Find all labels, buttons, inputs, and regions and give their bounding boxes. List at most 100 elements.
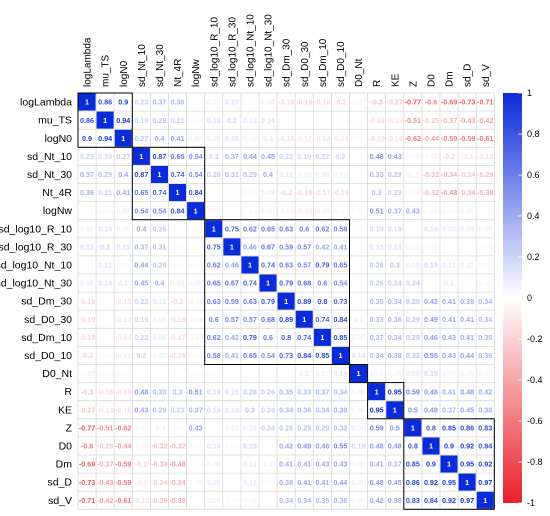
cell-value: 0.05 xyxy=(116,261,130,270)
cell-value: 0.19 xyxy=(207,387,221,396)
cell-value: -0.2 xyxy=(334,98,346,107)
cell-value: 0.11 xyxy=(243,460,257,469)
cell-value: 0.41 xyxy=(297,478,311,487)
cell-value: 0.19 xyxy=(352,442,366,451)
cell-value: 0.14 xyxy=(207,442,221,451)
cell-value: 0.54 xyxy=(152,206,166,215)
diagonal-cell xyxy=(295,310,313,328)
column-label: logN0 xyxy=(119,60,130,87)
cell-value: -0.73 xyxy=(79,478,95,487)
cell-value: 1 xyxy=(447,460,451,469)
cell-value: 0.9 xyxy=(426,460,436,469)
cell-value: 1 xyxy=(139,152,143,161)
cell-value: -0.13 xyxy=(97,405,113,414)
cell-value: 0.08 xyxy=(442,224,456,233)
cell-value: 0.38 xyxy=(478,405,492,414)
cell-value: -0.62 xyxy=(405,134,421,143)
cell-value: 0.28 xyxy=(243,387,257,396)
cell-value: 0.2 xyxy=(209,152,219,161)
cell-value: 0.33 xyxy=(370,170,384,179)
column-label: sd_Dm_30 xyxy=(282,38,293,87)
colorbar-tick-label: -0.8 xyxy=(527,457,543,467)
cell-value: 0.6 xyxy=(263,333,273,342)
cell-value: 0.12 xyxy=(243,116,257,125)
cell-value: 0.86 xyxy=(406,478,420,487)
cell-value: 0.04 xyxy=(171,261,185,270)
cell-value: 0.43 xyxy=(315,460,329,469)
cell-value: -0.29 xyxy=(477,170,493,179)
cell-value: -0.44 xyxy=(115,442,131,451)
cell-value: -0.3 xyxy=(370,98,382,107)
cell-value: 0.38 xyxy=(279,478,293,487)
cell-value: -0.16 xyxy=(368,116,384,125)
cell-value: 0.11 xyxy=(460,261,474,270)
cell-value: 0.07 xyxy=(152,351,166,360)
cell-value: 0.95 xyxy=(370,405,384,414)
cell-value: 0.08 xyxy=(207,134,221,143)
cell-value: 0.79 xyxy=(261,297,275,306)
cell-value: 0.41 xyxy=(279,460,293,469)
cell-value: 0.11 xyxy=(279,170,293,179)
cell-value: 0.05 xyxy=(189,478,203,487)
cell-value: 0.11 xyxy=(442,261,456,270)
cell-value: 1 xyxy=(266,279,270,288)
cell-value: -0.19 xyxy=(332,188,348,197)
cell-value: 0.54 xyxy=(189,152,203,161)
cell-value: 0.75 xyxy=(225,224,239,233)
cell-value: -0.03 xyxy=(332,116,348,125)
cell-value: 0.41 xyxy=(460,315,474,324)
cell-value: -0.04 xyxy=(224,496,240,505)
cell-value: 0.84 xyxy=(333,315,347,324)
cell-value: -0.14 xyxy=(115,333,131,342)
cell-value: 1 xyxy=(320,333,324,342)
cell-value: 0.15 xyxy=(225,387,239,396)
cell-value: 0.33 xyxy=(297,387,311,396)
cell-value: -0.59 xyxy=(115,460,131,469)
cell-value: 0.08 xyxy=(152,315,166,324)
cell-value: 0.09 xyxy=(152,333,166,342)
cell-value: 0.37 xyxy=(442,405,456,414)
cell-value: -0.62 xyxy=(115,423,131,432)
cell-value: 0.37 xyxy=(388,206,402,215)
cell-value: -0.48 xyxy=(169,460,185,469)
cell-value: 0.15 xyxy=(225,98,239,107)
cell-value: 0.95 xyxy=(460,460,474,469)
cell-value: 0.95 xyxy=(388,387,402,396)
cell-value: 0.9 xyxy=(82,134,92,143)
cell-value: 0.79 xyxy=(243,333,257,342)
cell-value: -0.02 xyxy=(187,242,203,251)
cell-value: 0.86 xyxy=(460,423,474,432)
cell-value: 1 xyxy=(393,405,397,414)
cell-value: 0.36 xyxy=(171,98,185,107)
cell-value: 0.33 xyxy=(152,387,166,396)
cell-value: 0.02 xyxy=(207,369,221,378)
cell-value: 0.22 xyxy=(134,297,148,306)
row-label: Z xyxy=(66,422,73,434)
column-label: sd_Nt_30 xyxy=(155,44,166,87)
column-label: mu_TS xyxy=(101,54,112,87)
cell-value: -0.24 xyxy=(151,478,167,487)
cell-value: 0.57 xyxy=(297,242,311,251)
cell-value: 0.06 xyxy=(189,279,203,288)
row-label: sd_log10_R_10 xyxy=(0,223,72,235)
cell-value: 0.29 xyxy=(152,261,166,270)
cell-value: 0.63 xyxy=(279,224,293,233)
cell-value: 0.29 xyxy=(243,170,257,179)
cell-value: 0.24 xyxy=(261,423,275,432)
diagonal-cell xyxy=(205,220,223,238)
cell-value: 0.19 xyxy=(424,261,438,270)
cell-value: 0.2 xyxy=(100,242,110,251)
cell-value: -0.1 xyxy=(407,170,419,179)
diagonal-cell xyxy=(458,473,476,491)
cell-value: 0.34 xyxy=(315,405,329,414)
cell-value: 0.04 xyxy=(189,442,203,451)
cell-value: 0.15 xyxy=(370,242,384,251)
cell-value: 0.15 xyxy=(225,134,239,143)
cell-value: 0.8 xyxy=(426,423,436,432)
cell-value: 0.04 xyxy=(406,152,420,161)
cell-value: 0.43 xyxy=(388,152,402,161)
cell-value: -0.08 xyxy=(187,333,203,342)
diagonal-cell xyxy=(422,437,440,455)
cell-value: 0.8 xyxy=(408,442,418,451)
cell-value: -0.16 xyxy=(387,134,403,143)
